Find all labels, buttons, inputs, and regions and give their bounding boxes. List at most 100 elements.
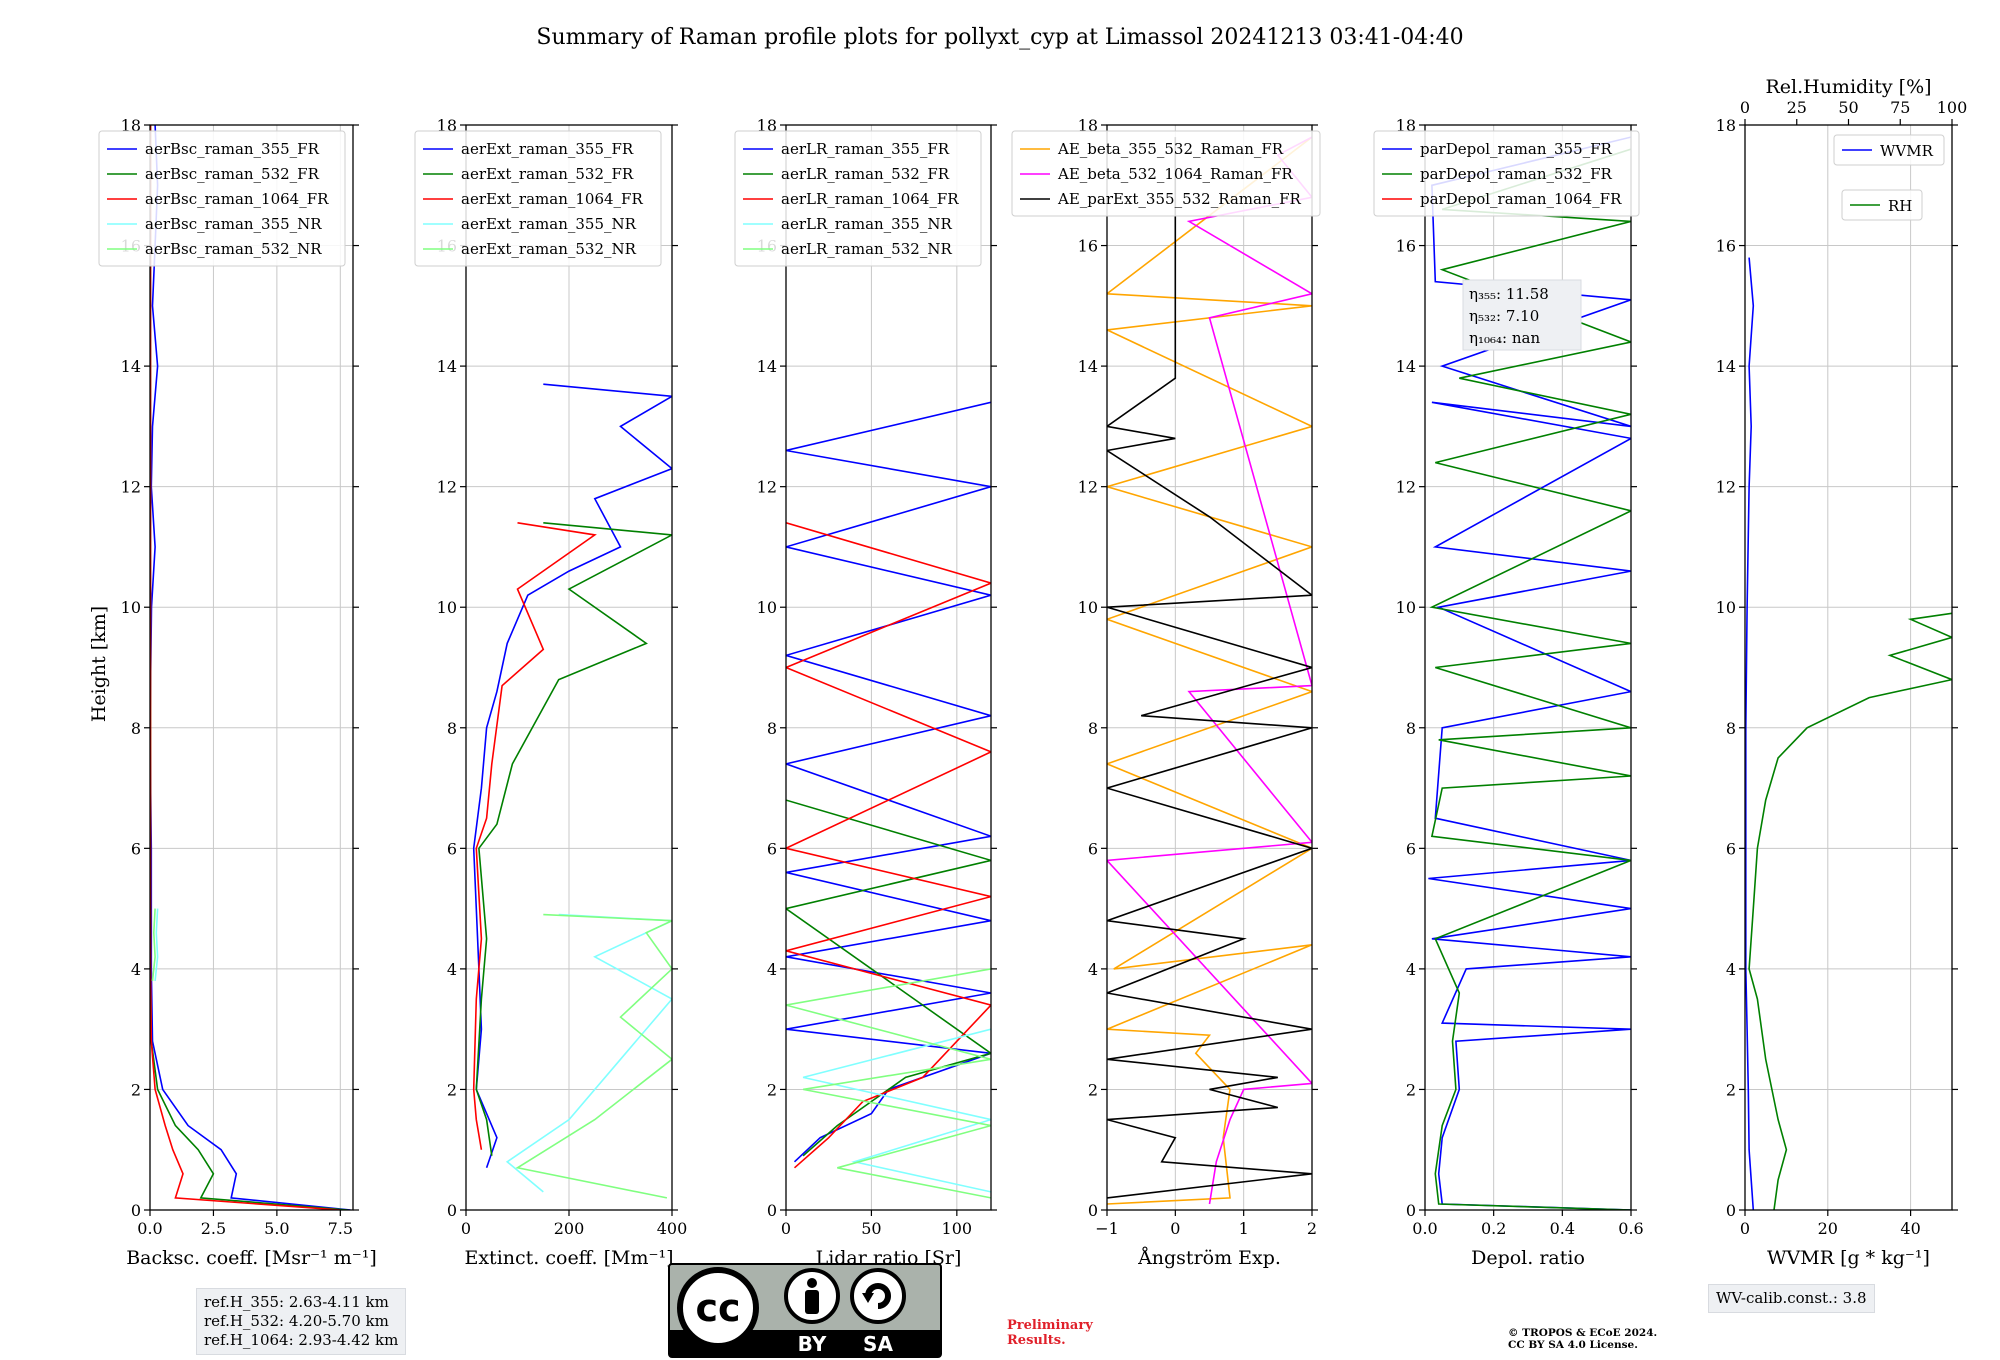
legend-bsc: aerBsc_raman_355_FR aerBsc_raman_532_FRae… — [98, 130, 346, 267]
series-line-aerBsc_raman_532_NR — [151, 908, 156, 981]
annotation-eta1064: η₁₀₆₄: nan — [1469, 329, 1540, 347]
reference-height-box: ref.H_355: 2.63-4.11 km ref.H_532: 4.20-… — [196, 1288, 407, 1355]
y-tick-label: 2 — [447, 1080, 457, 1099]
top-x-axis-label: Rel.Humidity [%] — [1765, 76, 1931, 98]
legend-label: aerLR_raman_532_FR — [781, 165, 950, 183]
y-tick-label: 18 — [121, 116, 141, 135]
y-tick-label: 8 — [1726, 719, 1736, 738]
y-tick-label: 6 — [1088, 839, 1098, 858]
x-tick-label: 5.0 — [264, 1219, 289, 1238]
cc-mark-text: cc — [695, 1286, 740, 1330]
preliminary-line-2: Results. — [1007, 1333, 1066, 1348]
y-tick-label: 6 — [447, 839, 457, 858]
x-tick-label: 0.2 — [1481, 1219, 1506, 1238]
copyright-note: © TROPOS & ECoE 2024. CC BY SA 4.0 Licen… — [1508, 1327, 1657, 1351]
preliminary-line-1: Preliminary — [1007, 1318, 1093, 1333]
legend-label: aerExt_raman_532_NR — [461, 240, 637, 258]
x-tick-label: 0.4 — [1550, 1219, 1575, 1238]
y-tick-label: 14 — [757, 357, 777, 376]
series-line-aerExt_raman_532_FR — [475, 522, 672, 1156]
series-line-aerExt_raman_355_NR — [505, 913, 672, 1193]
x-tick-label: 2.5 — [201, 1219, 226, 1238]
y-tick-label: 12 — [1078, 478, 1098, 497]
x-tick-label: 0.6 — [1618, 1219, 1643, 1238]
x-tick-label: 400 — [657, 1219, 688, 1238]
y-tick-label: 14 — [437, 357, 457, 376]
series-line-aerLR_raman_355_NR — [802, 1028, 991, 1193]
legend-label: WVMR — [1880, 142, 1934, 160]
top-x-tick-label: 100 — [1937, 98, 1968, 117]
series-line-parDepol_raman_532_FR — [1429, 148, 1631, 1210]
series-line-aerExt_raman_355_FR — [472, 383, 672, 1169]
y-tick-label: 2 — [1088, 1080, 1098, 1099]
legend-box — [98, 130, 346, 267]
depol-eta-annotation: η₃₅₅: 11.58 η₅₃₂: 7.10 η₁₀₆₄: nan — [1462, 279, 1582, 351]
series-line-RH — [1748, 612, 1952, 1210]
top-x-tick-label: 50 — [1838, 98, 1858, 117]
legend-box — [1011, 130, 1321, 217]
y-tick-label: 10 — [121, 598, 141, 617]
legend-label: AE_beta_532_1064_Raman_FR — [1057, 165, 1293, 183]
x-axis-label: WVMR [g * kg⁻¹] — [1767, 1247, 1930, 1269]
series-group — [786, 401, 991, 1199]
series-line-aerBsc_raman_532_FR — [150, 125, 348, 1210]
series-line-aerExt_raman_1064_FR — [472, 522, 597, 1150]
series-group — [1428, 136, 1631, 1210]
legend-label: AE_parExt_355_532_Raman_FR — [1057, 190, 1302, 208]
ref-height-355: ref.H_355: 2.63-4.11 km — [204, 1293, 389, 1311]
x-tick-label: −1 — [1095, 1219, 1119, 1238]
x-axis-label: Backsc. coeff. [Msr⁻¹ m⁻¹] — [126, 1247, 377, 1269]
y-tick-label: 10 — [1716, 598, 1736, 617]
legend-label: parDepol_raman_1064_FR — [1420, 190, 1622, 208]
x-tick-label: 0 — [1740, 1219, 1750, 1238]
copyright-line-2: CC BY SA 4.0 License. — [1508, 1339, 1638, 1351]
legend-label: aerLR_raman_1064_FR — [781, 190, 959, 208]
y-tick-label: 10 — [1078, 598, 1098, 617]
x-tick-label: 20 — [1818, 1219, 1838, 1238]
y-tick-label: 8 — [1088, 719, 1098, 738]
y-tick-label: 4 — [1726, 960, 1736, 979]
y-tick-label: 0 — [767, 1201, 777, 1220]
y-tick-label: 2 — [131, 1080, 141, 1099]
cc-by-text: BY — [798, 1332, 827, 1356]
x-tick-label: 100 — [942, 1219, 973, 1238]
y-tick-label: 18 — [437, 116, 457, 135]
legend-label: AE_beta_355_532_Raman_FR — [1057, 140, 1284, 158]
legend-WVMR: WVMR — [1833, 134, 1945, 166]
ref-height-532: ref.H_532: 4.20-5.70 km — [204, 1312, 389, 1330]
axis-frame — [149, 124, 354, 1211]
x-tick-label: 0 — [461, 1219, 471, 1238]
y-tick-label: 12 — [1716, 478, 1736, 497]
series-group — [1107, 136, 1312, 1205]
y-tick-label: 0 — [1726, 1201, 1736, 1220]
legend-box — [1841, 189, 1923, 221]
y-tick-label: 10 — [757, 598, 777, 617]
x-tick-label: 200 — [554, 1219, 585, 1238]
y-tick-label: 12 — [121, 478, 141, 497]
x-axis-label: Depol. ratio — [1471, 1247, 1585, 1269]
series-line-WVMR — [1745, 257, 1755, 1210]
top-x-tick-label: 75 — [1890, 98, 1910, 117]
series-line-aerLR_raman_532_NR — [786, 968, 991, 1199]
top-x-tick-label: 25 — [1787, 98, 1807, 117]
x-tick-label: 0 — [781, 1219, 791, 1238]
legend-label: parDepol_raman_355_FR — [1420, 140, 1613, 158]
y-tick-label: 0 — [447, 1201, 457, 1220]
series-line-AE_beta_355_532_Raman_FR — [1107, 136, 1312, 1205]
x-tick-label: 7.5 — [328, 1219, 353, 1238]
x-tick-label: 0.0 — [137, 1219, 162, 1238]
legend-label: aerExt_raman_355_NR — [461, 215, 637, 233]
y-tick-label: 14 — [1078, 357, 1098, 376]
legend-label: aerLR_raman_355_NR — [781, 215, 952, 233]
x-axis-label: Extinct. coeff. [Mm⁻¹] — [464, 1247, 673, 1269]
legend-box — [1833, 134, 1945, 166]
legend-RH: RH — [1841, 189, 1923, 221]
legend-label: aerLR_raman_532_NR — [781, 240, 952, 258]
top-x-tick-label: 0 — [1740, 98, 1750, 117]
y-tick-label: 4 — [447, 960, 457, 979]
y-tick-label: 6 — [767, 839, 777, 858]
